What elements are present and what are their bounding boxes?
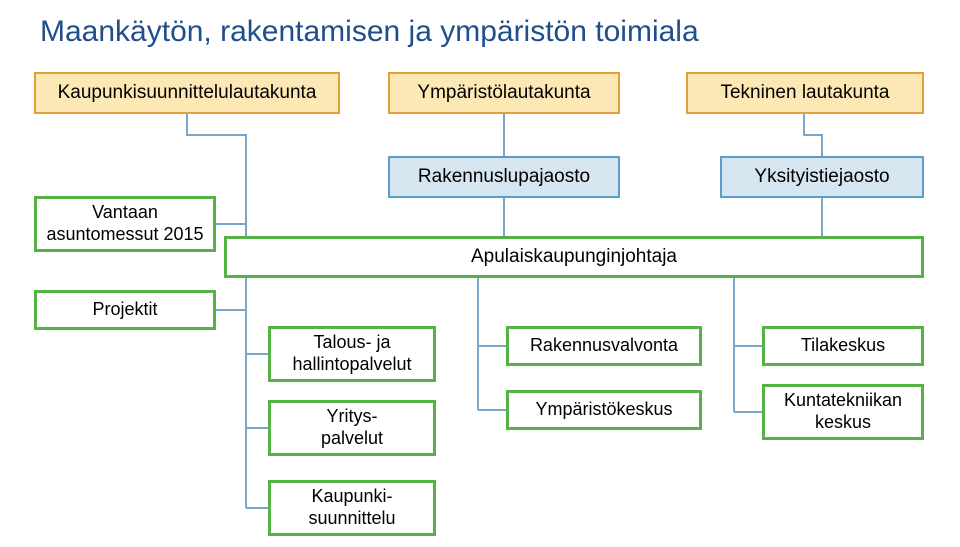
node-kuntatekniikan-keskus: Kuntatekniikan keskus	[762, 384, 924, 440]
node-rakennusvalvonta: Rakennusvalvonta	[506, 326, 702, 366]
node-kaupunkisuunnittelu: Kaupunki- suunnittelu	[268, 480, 436, 536]
org-chart: Maankäytön, rakentamisen ja ympäristön t…	[0, 0, 960, 547]
node-tekninen-lautakunta: Tekninen lautakunta	[686, 72, 924, 114]
edge	[804, 114, 822, 156]
node-apulaiskaupunginjohtaja: Apulaiskaupunginjohtaja	[224, 236, 924, 278]
node-yrityspalvelut: Yritys- palvelut	[268, 400, 436, 456]
node-rakennuslupajaosto: Rakennuslupajaosto	[388, 156, 620, 198]
node-vantaan-asuntomessut: Vantaan asuntomessut 2015	[34, 196, 216, 252]
node-ymparistokeskus: Ympäristökeskus	[506, 390, 702, 430]
node-yksityistiejaosto: Yksityistiejaosto	[720, 156, 924, 198]
node-ymparistolautakunta: Ympäristölautakunta	[388, 72, 620, 114]
node-talous-hallinto: Talous- ja hallintopalvelut	[268, 326, 436, 382]
diagram-title: Maankäytön, rakentamisen ja ympäristön t…	[40, 8, 760, 56]
node-projektit: Projektit	[34, 290, 216, 330]
node-kaupunkisuunnittelulautakunta: Kaupunkisuunnittelulautakunta	[34, 72, 340, 114]
node-tilakeskus: Tilakeskus	[762, 326, 924, 366]
